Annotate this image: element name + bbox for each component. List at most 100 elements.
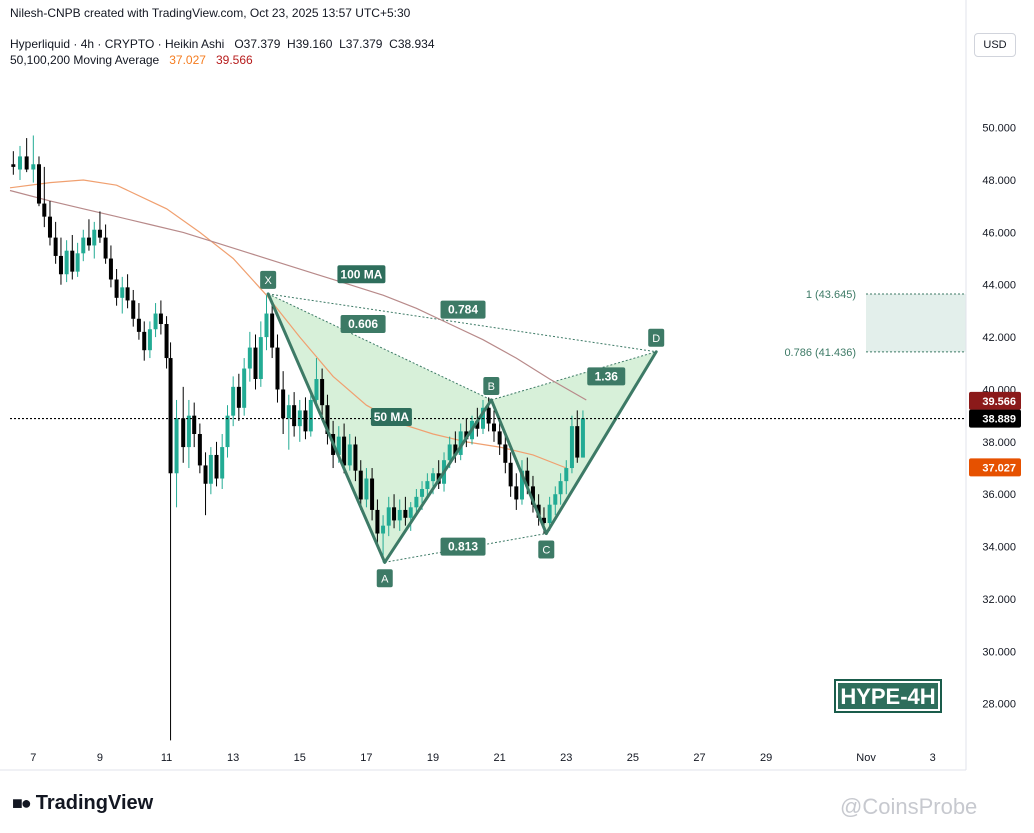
- ma-50-price-tag-bg: [969, 458, 1021, 477]
- candle-body: [17, 156, 22, 170]
- price-tick-label: 38.000: [982, 437, 1016, 449]
- candle-body: [264, 313, 269, 338]
- candle-body: [81, 237, 86, 254]
- pattern-point-d: D: [652, 333, 660, 345]
- candle-body: [541, 517, 546, 524]
- price-tick-label: 42.000: [982, 332, 1016, 344]
- pattern-ratio-1_36: 1.36: [595, 369, 619, 383]
- candle-body: [475, 420, 480, 429]
- time-tick-label: 7: [30, 752, 36, 764]
- ma-indicator-label[interactable]: 50,100,200 Moving Average: [10, 53, 160, 67]
- time-tick-label: 23: [560, 752, 572, 764]
- time-tick-label: 3: [930, 752, 936, 764]
- candle-body: [342, 436, 347, 466]
- ohlc-low: L37.379: [339, 37, 383, 51]
- time-tick-label: 25: [627, 752, 639, 764]
- price-tick-label: 28.000: [982, 699, 1016, 711]
- ma-value-b: 39.566: [215, 53, 253, 67]
- ma-annotation: 100 MA: [340, 267, 382, 281]
- candle-body: [386, 507, 391, 526]
- price-tick-label: 44.000: [982, 280, 1016, 292]
- pattern-leg-bc: [489, 398, 548, 536]
- candle-body: [97, 229, 102, 238]
- candle-body: [114, 279, 119, 298]
- candle-body: [153, 313, 158, 330]
- candle-body: [381, 525, 386, 534]
- candle-body: [458, 431, 463, 455]
- candle-body: [397, 509, 402, 521]
- candle-body: [181, 418, 186, 448]
- candle-body: [547, 504, 552, 524]
- candle-body: [70, 250, 75, 272]
- candle-body: [370, 478, 375, 510]
- pattern-leg-cd: [544, 350, 658, 536]
- candle-body: [514, 486, 519, 500]
- candle-body: [281, 389, 286, 419]
- candle-body: [420, 488, 425, 497]
- target-zone: [866, 294, 966, 352]
- ohlc-high: H39.160: [287, 37, 333, 51]
- candle-body: [503, 444, 508, 463]
- chart-attribution: Nilesh-CNPB created with TradingView.com…: [10, 6, 411, 20]
- time-tick-label: 13: [227, 752, 239, 764]
- time-tick-label: 19: [427, 752, 439, 764]
- pattern-ratio-0_813-bg: [440, 537, 486, 556]
- ma-annotation-bg: [370, 407, 412, 426]
- candle-body: [92, 229, 97, 246]
- candle-body: [408, 507, 413, 518]
- candle-body: [236, 386, 241, 408]
- tradingview-brand[interactable]: ■● TradingView: [12, 792, 153, 815]
- candle-body: [158, 313, 163, 325]
- pattern-ratio-0_784-bg: [440, 300, 486, 319]
- candle-body: [286, 405, 291, 419]
- candle-body: [358, 470, 363, 500]
- price-tick-label: 32.000: [982, 594, 1016, 606]
- candle-body: [197, 433, 202, 466]
- time-tick-label: 21: [494, 752, 506, 764]
- candle-body: [75, 253, 80, 272]
- candle-body: [347, 444, 352, 466]
- symbol-line: Hyperliquid · 4h · CRYPTO · Heikin Ashi …: [10, 36, 435, 52]
- pattern-leg-xa: [266, 292, 387, 564]
- pattern-point-a: A: [381, 573, 389, 585]
- time-tick-label: 27: [693, 752, 705, 764]
- candle-body: [225, 415, 230, 448]
- candle-body: [569, 426, 574, 469]
- candle-body: [564, 468, 569, 482]
- candle-body: [530, 486, 535, 505]
- candle-body: [375, 509, 380, 534]
- price-tick-label: 46.000: [982, 227, 1016, 239]
- time-tick-label: Nov: [856, 752, 876, 764]
- candle-body: [392, 507, 397, 521]
- price-tick-label: 50.000: [982, 123, 1016, 135]
- time-tick-label: 29: [760, 752, 772, 764]
- candle-body: [220, 447, 225, 479]
- candle-body: [580, 418, 585, 458]
- candle-body: [320, 379, 325, 406]
- ma-50-price-tag: 37.027: [982, 462, 1016, 474]
- candle-body: [53, 237, 58, 256]
- candle-body: [270, 313, 275, 348]
- time-tick-label: 15: [294, 752, 306, 764]
- candle-body: [247, 347, 252, 369]
- candle-body: [231, 386, 236, 416]
- candle-body: [120, 287, 125, 298]
- candle-body: [58, 255, 63, 275]
- candle-body: [147, 329, 152, 351]
- candle-body: [208, 454, 213, 484]
- ma-100-line: [9, 189, 587, 401]
- pattern-ratio-1_36-bg: [587, 367, 626, 386]
- candle-body: [292, 405, 297, 427]
- coinsprobe-watermark: @CoinsProbe: [840, 794, 978, 819]
- candle-body: [403, 509, 408, 518]
- price-tick-label: 36.000: [982, 489, 1016, 501]
- candle-body: [136, 318, 141, 332]
- candle-body: [108, 258, 113, 280]
- candle-body: [168, 358, 173, 474]
- pattern-ratio-line: [268, 293, 657, 353]
- currency-button[interactable]: USD: [974, 33, 1016, 57]
- candle-body: [242, 368, 247, 408]
- symbol-info: Hyperliquid · 4h · CRYPTO · Heikin Ashi: [10, 37, 225, 51]
- ma-line: 50,100,200 Moving Average 37.027 39.566: [10, 52, 435, 68]
